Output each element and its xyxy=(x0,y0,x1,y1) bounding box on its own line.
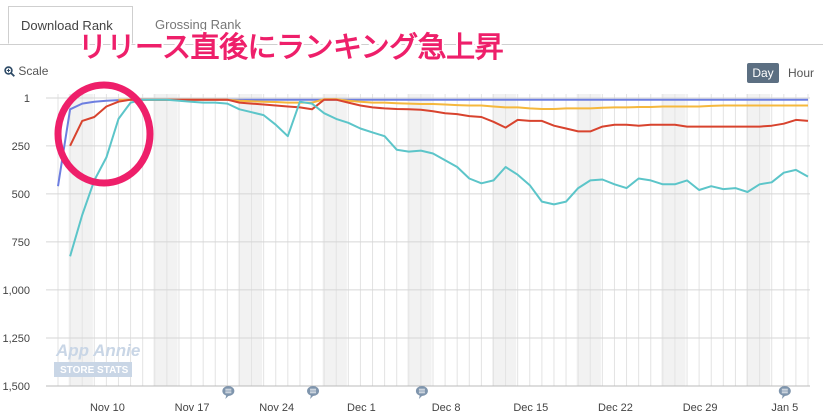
weekend-band xyxy=(407,94,432,386)
event-bubble-icon xyxy=(222,386,235,399)
y-tick-label: 1,000 xyxy=(2,285,30,297)
weekend-band xyxy=(576,94,601,386)
x-tick-label: Nov 24 xyxy=(259,402,294,414)
hour-button[interactable]: Hour xyxy=(787,66,814,80)
weekend-band xyxy=(661,94,686,386)
y-tick-label: 1,250 xyxy=(2,333,30,345)
event-bubble-icon xyxy=(307,386,320,399)
scale-label: Scale xyxy=(18,64,49,78)
weekend-band xyxy=(237,94,263,386)
x-tick-label: Dec 8 xyxy=(432,402,461,414)
series-line-2 xyxy=(69,98,809,147)
x-tick-label: Dec 1 xyxy=(347,402,376,414)
highlight-circle xyxy=(54,81,154,187)
series-line-3 xyxy=(69,98,809,257)
event-bubble-icon xyxy=(778,386,791,399)
watermark-line2: STORE STATS xyxy=(60,365,129,376)
scale-toggle[interactable]: Scale xyxy=(4,64,48,78)
watermark-line1: App Annie xyxy=(55,341,140,360)
axes: 1 250 500 750 1,000 1,250 1,500 Nov 10 Nov 17 Nov… xyxy=(2,93,810,414)
x-tick-label: Dec 29 xyxy=(683,402,718,414)
event-bubble-tail xyxy=(225,395,230,399)
y-tick-label: 1 xyxy=(24,93,30,105)
day-button[interactable]: Day xyxy=(747,63,779,83)
x-tick-label: Jan 5 xyxy=(771,402,798,414)
x-tick-label: Nov 17 xyxy=(175,402,210,414)
x-tick-label: Nov 10 xyxy=(90,402,125,414)
weekend-band xyxy=(322,94,347,386)
weekend-band xyxy=(153,94,178,386)
watermark-badge xyxy=(54,362,132,377)
event-bubble-tail xyxy=(781,395,786,399)
y-tick-label: 250 xyxy=(12,141,30,153)
y-tick-label: 500 xyxy=(12,189,30,201)
weekend-band xyxy=(491,94,517,386)
weekend-band xyxy=(746,94,771,386)
series-lines xyxy=(57,98,809,257)
event-bubble-tail xyxy=(310,395,315,399)
x-tick-label: Dec 15 xyxy=(513,402,548,414)
weekend-shading xyxy=(68,94,771,386)
tab-bar: Download Rank Grossing Rank xyxy=(0,0,823,45)
tab-grossing-rank[interactable]: Grossing Rank xyxy=(155,17,241,32)
y-tick-label: 750 xyxy=(12,237,30,249)
event-bubble-tail xyxy=(418,395,423,399)
x-tick-label: Dec 22 xyxy=(598,402,633,414)
event-markers xyxy=(222,386,791,399)
y-tick-label: 1,500 xyxy=(2,381,30,393)
watermark: App Annie STORE STATS xyxy=(54,341,140,377)
tab-download-rank[interactable]: Download Rank xyxy=(8,6,133,44)
zoom-icon xyxy=(4,66,15,78)
annotation-headline: リリース直後にランキング急上昇 xyxy=(78,32,504,64)
event-bubble-icon xyxy=(415,386,428,399)
